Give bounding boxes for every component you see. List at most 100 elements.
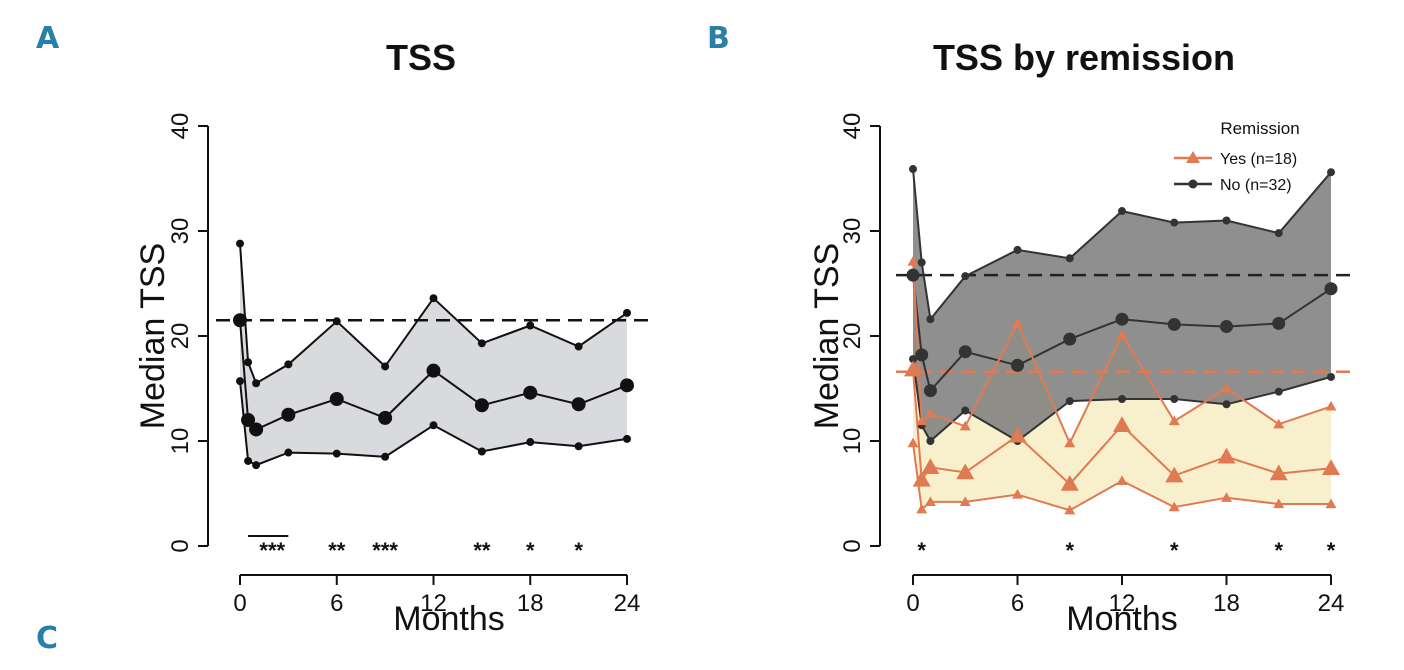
yes-upper-point: [907, 255, 919, 266]
significance-mark: ***: [259, 538, 285, 563]
yes-upper-point: [1168, 415, 1180, 426]
upper-point: [332, 317, 341, 326]
y-axis-label: Median TSS: [134, 243, 172, 429]
significance-mark: ***: [372, 538, 398, 563]
yes-median-point: [956, 463, 975, 480]
yes-median-point: [921, 458, 940, 474]
median-point: [378, 410, 393, 425]
lower-point: [236, 377, 244, 386]
no-median-point: [915, 348, 929, 362]
lower-point: [574, 442, 583, 451]
chart-title: TSS: [386, 37, 456, 78]
lower-point: [252, 461, 261, 470]
no-upper-point: [1222, 216, 1231, 225]
x-tick-label: 12: [1109, 590, 1136, 617]
significance-marks: *** ** *** ** * *: [248, 535, 583, 563]
yes-median-point: [1060, 475, 1079, 491]
axes: 0 6 12 18 24 0 10 20 30 40: [167, 113, 640, 617]
no-upper-point: [917, 258, 926, 267]
significance-mark: *: [574, 538, 583, 563]
no-lower-point: [1274, 387, 1283, 396]
upper-point: [244, 358, 253, 367]
series-points: [233, 239, 634, 470]
yes-lower-point: [959, 496, 971, 507]
legend-triangle-icon: [1186, 151, 1200, 163]
significance-mark: *: [1274, 538, 1283, 563]
yes-upper-point: [924, 408, 936, 418]
significance-marks: * * * * *: [917, 538, 1335, 563]
upper-point: [252, 379, 261, 388]
no-lower-point: [1222, 400, 1231, 409]
lower-point: [381, 452, 390, 461]
no-upper-point: [926, 315, 935, 324]
x-tick-label: 12: [420, 590, 447, 617]
x-tick-label: 0: [906, 590, 919, 617]
yes-lower-point: [1168, 501, 1180, 512]
median-point: [523, 385, 538, 400]
x-tick-label: 24: [614, 590, 641, 617]
lower-point: [623, 434, 631, 443]
no-median-point: [1011, 358, 1024, 372]
no-iqr-band: [913, 169, 1331, 441]
lower-point: [332, 449, 341, 458]
no-median-point: [1115, 312, 1129, 326]
yes-median-point: [1113, 416, 1131, 432]
median-point: [474, 398, 489, 413]
yes-upper-point: [959, 420, 971, 431]
no-lower-point: [961, 406, 970, 415]
yes-median-point: [1322, 459, 1340, 476]
median-point: [571, 397, 586, 412]
panel-letter-b: B: [707, 21, 730, 56]
x-tick-label: 0: [233, 590, 246, 617]
no-lower-point: [909, 355, 917, 364]
no-median-point: [906, 268, 920, 282]
upper-point: [623, 308, 631, 317]
lower-point: [284, 448, 293, 457]
yes-lower-point: [916, 503, 928, 514]
significance-mark: *: [917, 538, 926, 563]
significance-mark: *: [1327, 538, 1336, 563]
yes-lower-point: [1064, 504, 1076, 515]
upper-point: [236, 239, 244, 248]
yes-median-point: [1008, 426, 1027, 443]
yes-median-point: [904, 360, 922, 377]
no-lower-point: [1065, 397, 1074, 406]
legend-label-yes: Yes (n=18): [1220, 151, 1297, 168]
no-median-point: [1167, 317, 1181, 331]
x-tick-label: 6: [330, 590, 343, 617]
y-axis-label: Median TSS: [808, 243, 846, 429]
yes-upper-point: [1012, 317, 1023, 328]
significance-mark: *: [1170, 538, 1179, 563]
y-tick-label: 40: [167, 113, 194, 140]
yes-median-point: [912, 470, 931, 487]
significance-mark: *: [526, 538, 535, 563]
median-point: [329, 392, 344, 406]
upper-point: [526, 321, 535, 330]
no-upper-point: [1170, 218, 1179, 227]
median-point: [249, 422, 264, 437]
yes-upper-point: [1273, 418, 1285, 429]
yes-upper-point: [1325, 400, 1337, 411]
no-upper-point: [1118, 207, 1126, 216]
yes-upper-point: [916, 415, 928, 426]
y-tick-label: 0: [167, 539, 194, 552]
no-lower-point: [1327, 372, 1335, 381]
median-point: [233, 313, 247, 328]
x-axis-label: Months: [1066, 600, 1178, 638]
upper-point: [574, 342, 583, 351]
y-tick-label: 10: [167, 428, 194, 455]
no-upper-point: [961, 272, 970, 281]
series-points: [904, 165, 1340, 515]
yes-median-point: [1269, 464, 1288, 481]
yes-lower-point: [1273, 498, 1285, 509]
yes-lower-point: [924, 496, 936, 507]
yes-lower-point: [907, 437, 919, 448]
yes-lower-point: [1116, 475, 1128, 486]
iqr-band: [240, 243, 627, 466]
y-tick-label: 10: [839, 428, 866, 455]
x-tick-label: 6: [1011, 590, 1024, 617]
upper-point: [429, 294, 438, 303]
